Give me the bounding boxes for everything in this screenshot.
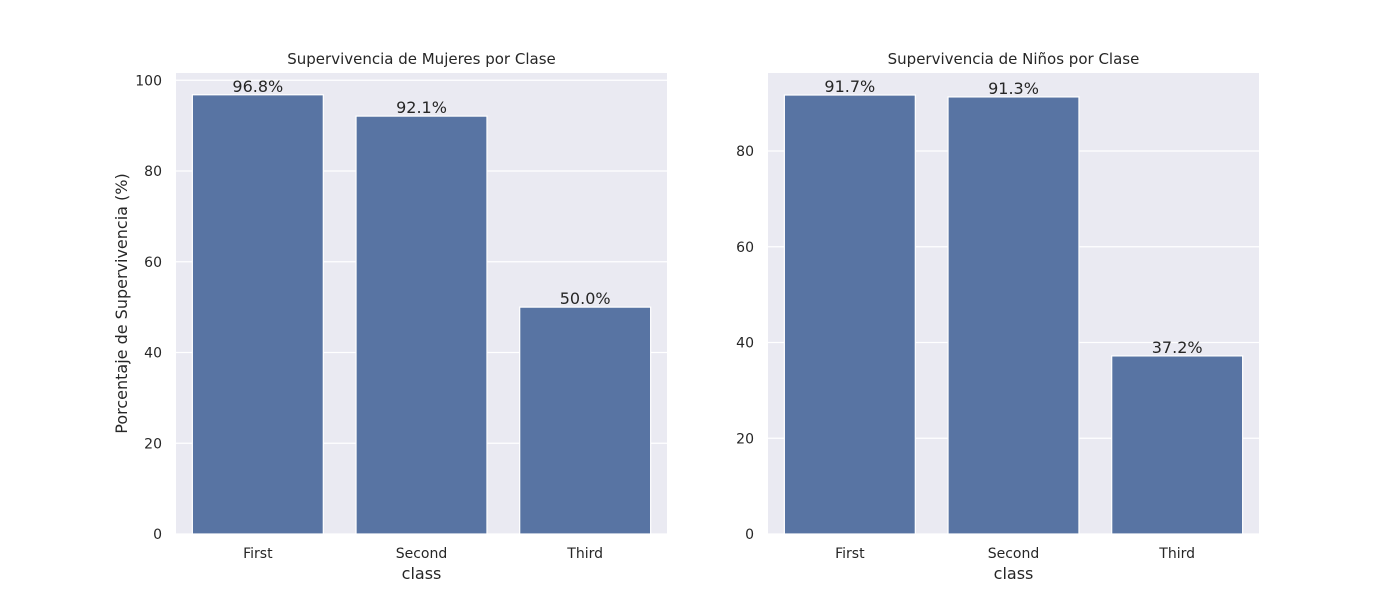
y-tick-label: 60: [144, 255, 162, 271]
x-tick-labels: First Second Third: [835, 546, 1195, 562]
data-labels: 96.8% 92.1% 50.0%: [232, 77, 610, 308]
bar-third: [519, 306, 652, 535]
x-axis-label: class: [994, 564, 1034, 583]
x-tick-label: Third: [566, 546, 603, 562]
x-tick-label: Second: [396, 546, 448, 562]
bars: [783, 94, 1244, 535]
chart-title: Supervivencia de Mujeres por Clase: [287, 50, 556, 68]
x-tick-label: First: [835, 546, 865, 562]
chart-title: Supervivencia de Niños por Clase: [888, 50, 1140, 68]
y-tick-label: 60: [736, 240, 754, 256]
x-tick-label: Third: [1158, 546, 1195, 562]
x-tick-labels: First Second Third: [243, 546, 603, 562]
y-tick-label: 80: [144, 164, 162, 180]
bar-first: [783, 94, 916, 535]
bar-second: [355, 115, 488, 535]
bar-third: [1111, 355, 1244, 535]
bar-value-label: 96.8%: [232, 77, 283, 96]
y-tick-label: 0: [153, 527, 162, 543]
bar-value-label: 92.1%: [396, 98, 447, 117]
y-axis-label: Porcentaje de Supervivencia (%): [112, 173, 131, 433]
chart-panel-women: 96.8% 92.1% 50.0% 0 20 40 60 80 100 First Second…: [112, 50, 667, 583]
y-tick-labels: 0 20 40 60 80 100: [135, 73, 162, 543]
y-tick-label: 20: [736, 431, 754, 447]
y-tick-label: 0: [745, 527, 754, 543]
y-tick-label: 40: [144, 346, 162, 362]
y-tick-labels: 0 20 40 60 80: [736, 144, 754, 543]
data-labels: 91.7% 91.3% 37.2%: [824, 77, 1202, 357]
bars: [191, 94, 652, 535]
y-tick-label: 80: [736, 144, 754, 160]
bar-value-label: 91.7%: [824, 77, 875, 96]
bar-first: [191, 94, 324, 535]
bar-value-label: 91.3%: [988, 79, 1039, 98]
bar-value-label: 50.0%: [560, 289, 611, 308]
bar-value-label: 37.2%: [1152, 338, 1203, 357]
y-tick-label: 100: [135, 73, 162, 89]
x-axis-label: class: [402, 564, 442, 583]
x-tick-label: First: [243, 546, 273, 562]
bar-second: [947, 96, 1080, 535]
y-tick-label: 40: [736, 336, 754, 352]
x-tick-label: Second: [988, 546, 1040, 562]
y-tick-label: 20: [144, 436, 162, 452]
chart-panel-children: 91.7% 91.3% 37.2% 0 20 40 60 80 First Second Thi…: [736, 50, 1259, 583]
